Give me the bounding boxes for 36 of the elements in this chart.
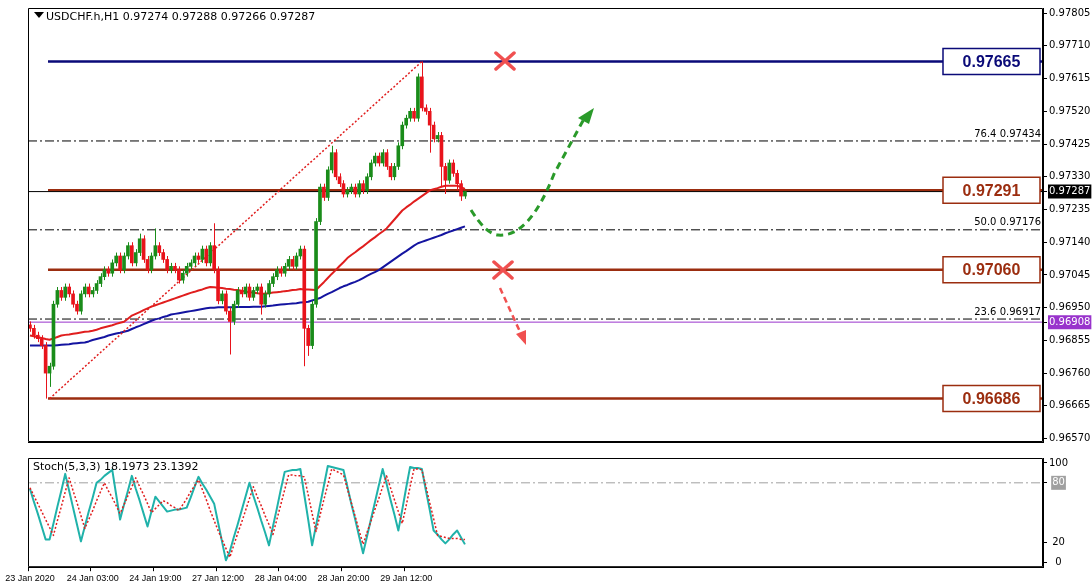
chart-title: Stoch(5,3,3) 18.1973 23.1392 — [33, 460, 199, 474]
y-tick-label: 0.97710 — [1049, 39, 1091, 51]
y-tick-label: 0.96665 — [1049, 399, 1091, 411]
y-tick-label: 80 — [1052, 476, 1065, 488]
ref-line-label: 0.97665 — [962, 52, 1021, 70]
x-tick-label: 24 Jan 19:00 — [129, 573, 182, 584]
x-tick-label: 27 Jan 12:00 — [192, 573, 245, 584]
ref-line-label: 0.97291 — [962, 181, 1021, 199]
x-tick-label: 23 Jan 2020 — [5, 573, 55, 584]
y-tick-label: 0.97425 — [1049, 137, 1091, 149]
y-tick-label: 0.97805 — [1049, 6, 1091, 18]
y-tick-label: 0.97140 — [1049, 235, 1091, 247]
y-tick-label: 0.97615 — [1049, 72, 1091, 84]
y-tick-label: 0.97287 — [1049, 185, 1091, 197]
y-tick-label: 0.96908 — [1049, 315, 1091, 327]
y-tick-label: 0.97520 — [1049, 104, 1091, 116]
y-tick-label: 0.96760 — [1049, 366, 1091, 378]
x-tick-label: 24 Jan 03:00 — [66, 573, 119, 584]
y-tick-label: 0.97045 — [1049, 268, 1091, 280]
x-tick-label: 28 Jan 04:00 — [254, 573, 307, 584]
y-tick-label: 0 — [1055, 555, 1062, 567]
ref-line-label: 0.96686 — [962, 390, 1021, 408]
y-tick-label: 0.97330 — [1049, 170, 1091, 182]
x-tick-label: 28 Jan 20:00 — [317, 573, 370, 584]
y-tick-label: 0.96570 — [1049, 432, 1091, 444]
y-tick-label: 20 — [1052, 535, 1065, 547]
y-tick-label: 100 — [1049, 456, 1069, 468]
y-tick-label: 0.96855 — [1049, 333, 1091, 345]
y-tick-label: 0.97235 — [1049, 203, 1091, 215]
ref-line-label: 76.4 0.97434 — [974, 127, 1041, 139]
x-tick-label: 29 Jan 12:00 — [380, 573, 433, 584]
ref-line-label: 0.97060 — [962, 261, 1021, 279]
ref-line-label: 23.6 0.96917 — [974, 305, 1041, 317]
ref-line-label: 50.0 0.97176 — [974, 216, 1041, 228]
y-tick-label: 0.96950 — [1049, 301, 1091, 313]
chart-title: USDCHF.h,H1 0.97274 0.97288 0.97266 0.97287 — [46, 10, 316, 24]
